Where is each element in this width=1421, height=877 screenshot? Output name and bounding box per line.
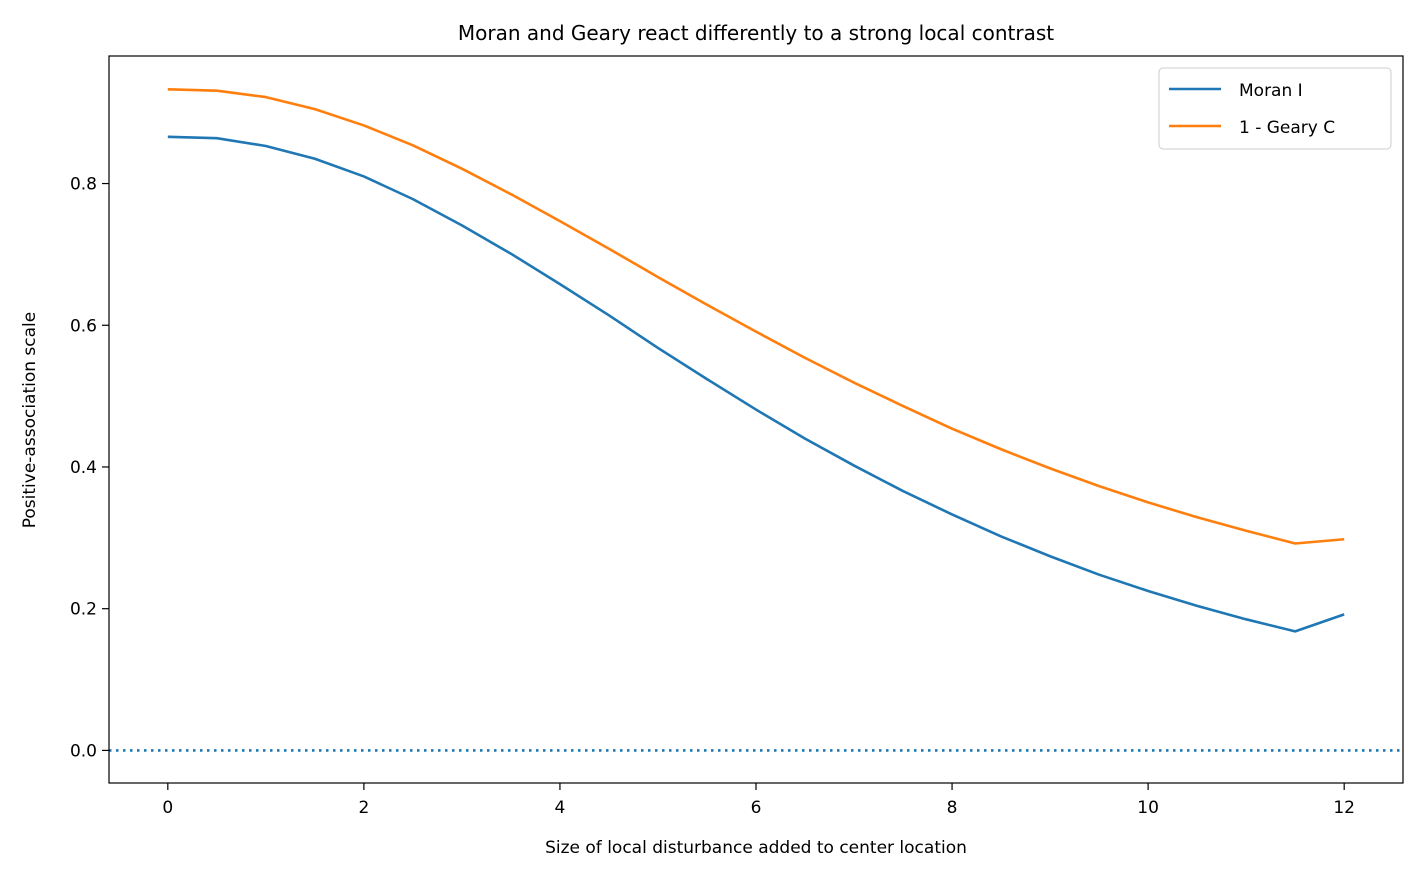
series-line-one-minus-geary-c [167, 88, 1345, 545]
y-tick-label: 0.2 [70, 600, 97, 620]
x-tick-label: 0 [162, 798, 173, 818]
y-axis: 0.0 0.2 0.4 0.6 0.8 [70, 175, 109, 761]
x-tick-label: 2 [358, 798, 369, 818]
x-tick-label: 4 [555, 798, 566, 818]
legend-label-geary: 1 - Geary C [1239, 118, 1335, 138]
x-axis-label: Size of local disturbance added to cente… [545, 838, 967, 858]
series-line-moran-i [167, 135, 1345, 633]
y-tick-label: 0.4 [70, 458, 97, 478]
x-tick-label: 6 [751, 798, 762, 818]
y-tick-label: 0.0 [70, 741, 97, 761]
y-tick-label: 0.8 [70, 175, 97, 195]
x-axis: 0 2 4 6 8 10 12 [162, 783, 1355, 818]
legend: Moran I 1 - Geary C [1158, 67, 1392, 150]
legend-label-moran: Moran I [1239, 81, 1303, 101]
x-tick-label: 8 [947, 798, 958, 818]
series-layer [167, 88, 1345, 633]
y-axis-label: Positive-association scale [20, 312, 40, 528]
x-tick-label: 12 [1333, 798, 1355, 818]
y-tick-label: 0.6 [70, 316, 97, 336]
x-tick-label: 10 [1137, 798, 1159, 818]
chart-title: Moran and Geary react differently to a s… [458, 21, 1054, 45]
